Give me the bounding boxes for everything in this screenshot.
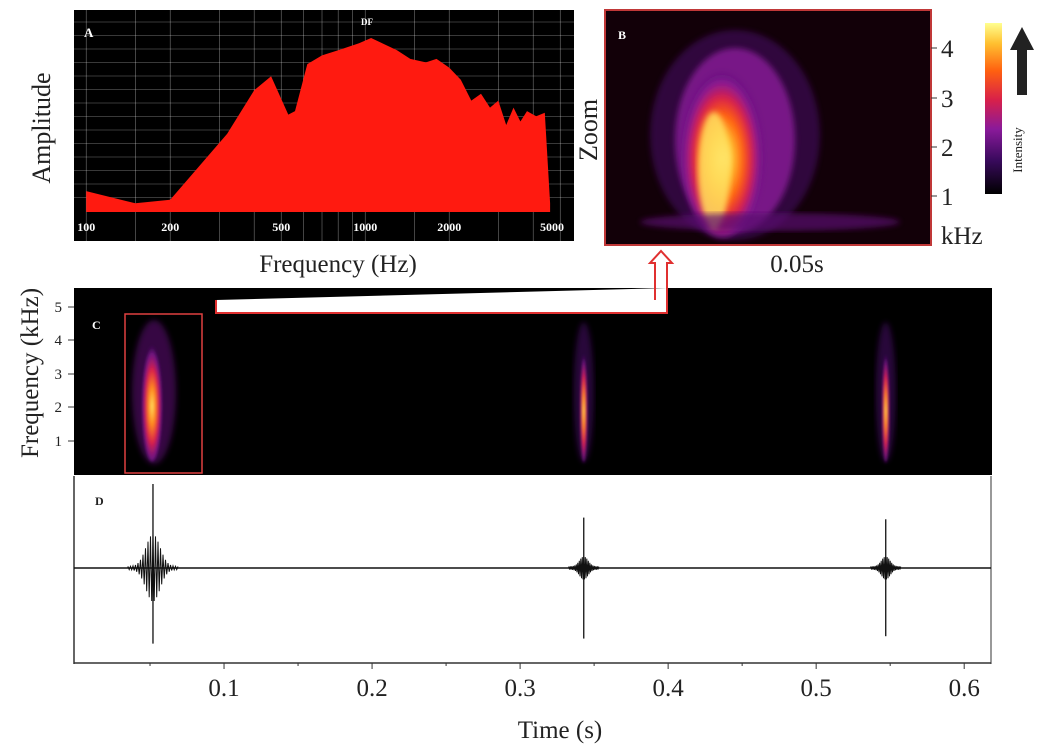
panel-d-pulse bbox=[127, 484, 179, 644]
panel-b-y-unit: kHz bbox=[941, 223, 983, 250]
panel-d-pulses bbox=[127, 484, 902, 644]
panel-b: B 1 2 3 4 kHz Zoom 0.05s Intensity bbox=[574, 9, 1034, 278]
panel-b-label: B bbox=[618, 28, 626, 42]
panel-c-y-axis-label: Frequency (kHz) bbox=[17, 288, 44, 458]
panel-a-spectrum-area bbox=[86, 38, 551, 212]
panel-a-x-axis-label: Frequency (Hz) bbox=[259, 251, 417, 278]
panel-a-annotation-df: DF bbox=[361, 17, 373, 27]
panel-b-y-tick-label: 1 bbox=[941, 184, 954, 211]
panel-d-x-tick-label: 0.2 bbox=[356, 675, 387, 702]
panel-a-x-ticks: 100 200 500 1000 2000 5000 bbox=[77, 220, 564, 234]
panel-d-x-tick-label: 0.3 bbox=[504, 675, 535, 702]
panel-d-x-tick-label: 0.6 bbox=[949, 675, 980, 702]
panel-d-pulse-burst bbox=[568, 556, 600, 580]
panel-b-spectrogram bbox=[640, 30, 900, 240]
panel-b-y-tick-label: 4 bbox=[941, 36, 954, 63]
panel-a: A DF 100 200 500 1000 2000 5000 Amplitude Fre… bbox=[27, 10, 574, 278]
panel-d-pulse-burst bbox=[127, 534, 179, 602]
panel-c-background bbox=[74, 288, 992, 475]
zoom-connector-overlay bbox=[215, 288, 668, 314]
panel-a-x-tick-label: 100 bbox=[77, 220, 95, 234]
panel-a-x-tick-label: 1000 bbox=[353, 220, 377, 234]
panel-b-floor bbox=[640, 213, 900, 231]
panel-d-pulse bbox=[568, 517, 600, 639]
panel-a-y-axis-label: Amplitude bbox=[27, 72, 56, 183]
colorbar-up-arrow-icon bbox=[1010, 27, 1034, 95]
panel-c-y-tick-label: 4 bbox=[55, 333, 63, 349]
panel-d-pulse bbox=[870, 519, 902, 637]
colorbar bbox=[985, 23, 1002, 194]
panel-d-x-tick-label: 0.4 bbox=[653, 675, 685, 702]
panel-b-bright-band bbox=[698, 112, 730, 228]
colorbar-label: Intensity bbox=[1010, 127, 1025, 173]
panel-a-x-tick-label: 500 bbox=[272, 220, 290, 234]
panel-c-call-core bbox=[579, 347, 588, 463]
panel-d-x-tick-label: 0.5 bbox=[801, 675, 832, 702]
panel-b-y-axis-label: Zoom bbox=[574, 99, 603, 161]
panel-c-call-core bbox=[141, 338, 164, 462]
panel-c-y-tick-label: 2 bbox=[55, 400, 63, 416]
panel-b-frame bbox=[604, 9, 932, 246]
panel-d-x-tick-label: 0.1 bbox=[208, 675, 239, 702]
panel-c-call bbox=[573, 322, 594, 463]
panel-c-calls bbox=[132, 320, 896, 464]
panel-d-pulse-burst bbox=[870, 556, 902, 580]
panel-b-y-tick-label: 2 bbox=[941, 135, 954, 162]
panel-c-call bbox=[132, 320, 177, 464]
panel-c-label: C bbox=[92, 318, 101, 332]
panel-d-x-axis-label: Time (s) bbox=[518, 717, 603, 744]
panel-a-label: A bbox=[84, 25, 94, 40]
panel-c-y-tick-label: 3 bbox=[55, 367, 63, 383]
panel-c-call-core bbox=[881, 347, 890, 463]
panel-a-x-tick-label: 200 bbox=[161, 220, 179, 234]
panel-d: D 0.1 0.2 0.3 0.4 0.5 0.6 Time (s) bbox=[73, 476, 992, 744]
panel-b-y-ticks: 1 2 3 4 bbox=[931, 36, 954, 211]
panel-a-x-tick-label: 5000 bbox=[540, 220, 564, 234]
panel-c-call bbox=[875, 322, 896, 463]
panel-a-x-tick-label: 2000 bbox=[437, 220, 461, 234]
panel-b-y-tick-label: 3 bbox=[941, 86, 954, 113]
panel-d-label: D bbox=[95, 494, 104, 508]
panel-c-y-tick-label: 5 bbox=[55, 300, 63, 316]
panel-c: C 1 2 3 4 5 Frequency (kHz) bbox=[17, 288, 992, 475]
panel-d-x-ticks: 0.1 0.2 0.3 0.4 0.5 0.6 bbox=[149, 663, 980, 702]
panel-b-x-axis-label: 0.05s bbox=[770, 251, 823, 278]
panel-c-highlight-box bbox=[124, 313, 203, 474]
panel-c-y-ticks: 1 2 3 4 5 bbox=[55, 300, 74, 450]
panel-c-y-tick-label: 1 bbox=[55, 434, 63, 450]
